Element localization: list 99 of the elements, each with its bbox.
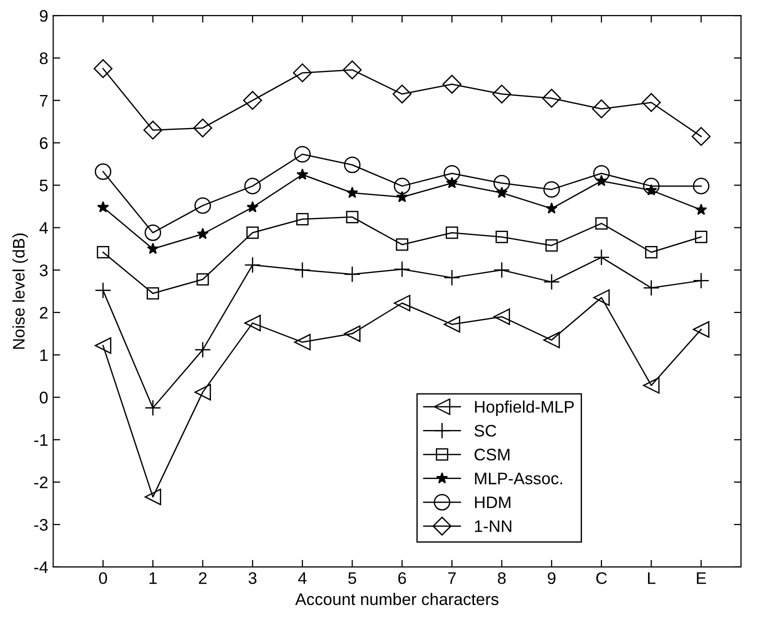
point [243, 90, 262, 110]
point [593, 165, 610, 182]
point [292, 63, 312, 82]
y-tick-label: 8 [40, 52, 48, 64]
x-tick-label: L [648, 572, 656, 584]
point [246, 226, 259, 239]
x-tick-label: 4 [298, 572, 307, 584]
point [296, 168, 308, 180]
point [694, 230, 708, 244]
point [494, 174, 510, 192]
x-tick-label: 8 [498, 572, 506, 584]
y-tick-label: -4 [34, 562, 48, 573]
point [494, 308, 510, 325]
y-tick-label: 9 [40, 10, 48, 22]
point [643, 377, 660, 394]
point [146, 287, 160, 300]
point [97, 201, 109, 212]
point [144, 224, 162, 241]
point [543, 181, 560, 198]
y-tick-label: 3 [40, 264, 48, 276]
point [346, 186, 358, 198]
x-tick-label: 3 [248, 572, 256, 584]
point [196, 228, 209, 240]
point [446, 226, 458, 239]
point [96, 246, 110, 258]
y-tick-label: 4 [39, 222, 48, 234]
point [392, 84, 412, 104]
point [492, 84, 512, 104]
point [593, 249, 610, 266]
point [196, 273, 209, 286]
point [542, 88, 562, 108]
point [643, 178, 660, 194]
y-tick-label: -1 [34, 434, 48, 446]
y-tick-label: 7 [40, 94, 48, 106]
y-tick-label: 1 [40, 349, 48, 361]
point [244, 178, 261, 194]
point [692, 126, 711, 146]
y-tick-label: 6 [40, 137, 48, 150]
legend-label: SC [474, 424, 496, 437]
point [394, 294, 410, 312]
point [344, 156, 361, 174]
point [593, 289, 610, 306]
point [444, 165, 460, 182]
point [545, 239, 558, 252]
y-tick-label: -3 [34, 518, 48, 531]
point [346, 210, 358, 224]
point [344, 325, 361, 342]
point [193, 118, 212, 138]
point [642, 93, 661, 112]
x-tick-label: 2 [198, 572, 207, 584]
point [94, 337, 112, 354]
point [143, 120, 162, 140]
y-axis-title: Noise level (dB) [12, 233, 28, 349]
y-tick-label: 2 [40, 306, 48, 318]
point [595, 217, 608, 230]
x-tick-label: E [696, 572, 706, 584]
point [692, 321, 710, 338]
point [394, 178, 410, 194]
x-tick-label: 7 [448, 572, 456, 584]
point [396, 190, 408, 202]
point [592, 99, 611, 118]
point [194, 197, 211, 214]
y-tick-label: -2 [34, 476, 48, 488]
point [342, 60, 362, 80]
point [244, 256, 261, 274]
x-tick-label: 6 [398, 572, 406, 584]
point [144, 488, 162, 506]
legend-label: 1-NN [474, 520, 512, 532]
point [543, 332, 560, 348]
point [294, 334, 311, 350]
legend-label: CSM [474, 448, 510, 460]
point [442, 74, 462, 94]
point [294, 146, 311, 163]
point [94, 163, 112, 180]
point [94, 282, 112, 299]
point [194, 384, 211, 400]
legend-label: Hopfield-MLP [475, 400, 574, 416]
point [246, 201, 258, 212]
point [645, 246, 658, 258]
point [692, 178, 710, 194]
point [496, 230, 508, 244]
point [94, 59, 113, 78]
x-tick-label: C [596, 572, 607, 584]
x-tick-label: 5 [348, 572, 356, 584]
y-tick-label: 0 [40, 392, 48, 404]
point [396, 238, 408, 251]
point [444, 316, 460, 333]
x-tick-label: 9 [548, 572, 556, 584]
legend-label: MLP-Assoc. [475, 472, 562, 484]
y-tick-label: 5 [40, 180, 48, 192]
point [546, 202, 558, 214]
x-axis-title: Account number characters [295, 592, 498, 606]
point [244, 314, 261, 332]
point [695, 204, 708, 215]
x-tick-label: 1 [150, 572, 157, 584]
x-tick-label: 0 [99, 572, 108, 584]
point [146, 242, 159, 254]
legend-label: HDM [475, 496, 510, 508]
point [296, 212, 309, 226]
